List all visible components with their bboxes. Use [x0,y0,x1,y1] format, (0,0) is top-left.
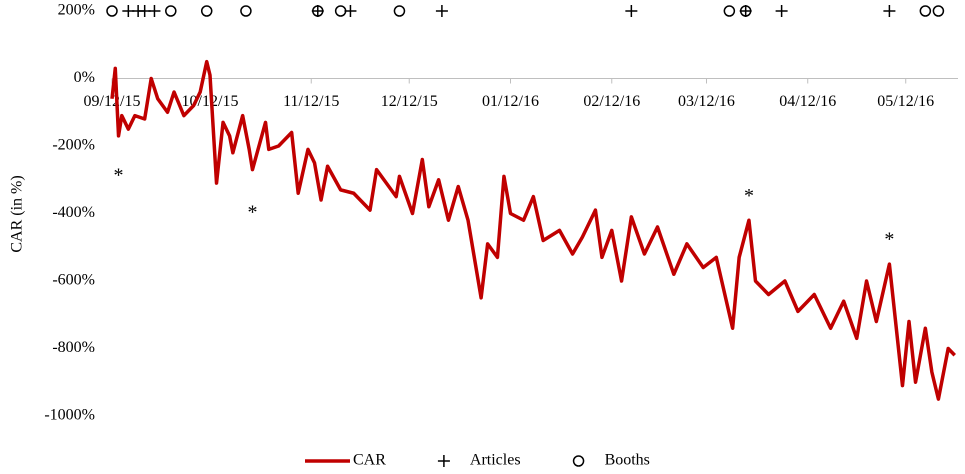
booth-marker [106,5,118,17]
booth-marker [723,5,736,17]
booth-marker [334,5,347,17]
y-tick-label: -600% [52,272,95,289]
article-marker [883,5,896,17]
y-tick-label: -800% [52,339,95,356]
article-marker [344,5,357,17]
y-tick-label: -200% [52,137,95,154]
y-tick-label: 200% [58,2,95,19]
legend-item: CAR [305,452,386,469]
y-tick-label: -400% [52,204,95,221]
article-marker [148,5,161,17]
y-tick-label: -1000% [44,407,95,424]
car-line [110,59,956,401]
booth-marker [919,5,932,17]
article-marker [311,5,324,17]
booth-marker [165,5,177,17]
legend-swatch [437,455,450,467]
booth-marker [393,5,406,17]
y-tick-label: 0% [74,69,95,86]
x-tick-label: 03/12/16 [678,93,735,110]
x-tick-label: 05/12/16 [877,93,934,110]
annotation: * [744,185,754,207]
article-marker [775,5,788,17]
legend-label: Articles [470,452,521,469]
legend-item: Booths [572,452,650,469]
annotation: * [114,165,124,187]
legend-swatch [572,455,585,467]
y-axis-label: CAR (in %) [9,175,26,252]
legend-label: CAR [353,452,386,469]
article-marker [739,5,752,17]
booth-marker [200,5,213,17]
x-tick-label: 09/12/15 [84,93,141,110]
annotation: * [247,202,257,224]
legend-item: Articles [437,452,521,469]
article-marker [625,5,638,17]
booth-marker [932,5,945,17]
x-tick-label: 12/12/15 [381,93,438,110]
legend-label: Booths [605,452,650,469]
x-tick-label: 11/12/15 [283,93,339,110]
booth-marker [240,5,252,17]
annotation: * [884,229,894,251]
x-tick-label: 04/12/16 [779,93,836,110]
x-tick-label: 02/12/16 [583,93,640,110]
article-marker [435,5,448,17]
booth-marker [312,5,324,17]
x-tick-label: 01/12/16 [482,93,539,110]
booth-marker [739,5,752,17]
